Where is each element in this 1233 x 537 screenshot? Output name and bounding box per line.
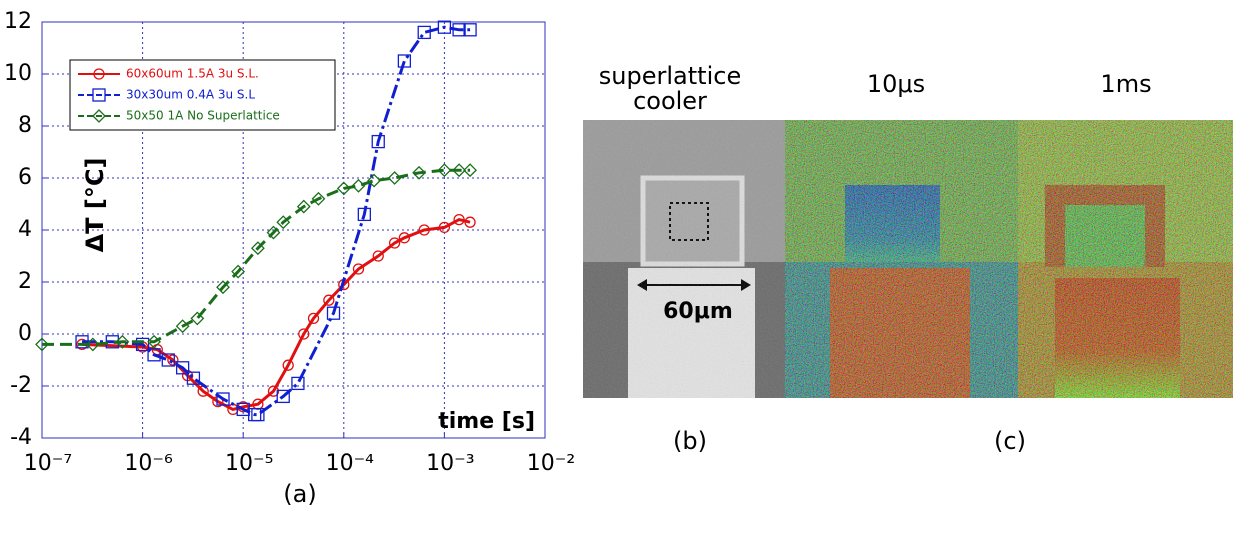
data-point: [251, 407, 265, 422]
legend-marker: [93, 68, 105, 80]
legend-label: 30x30um 0.4A 3u S.L: [126, 88, 255, 102]
data-point: [452, 23, 466, 37]
data-point: [437, 163, 452, 178]
panel-caption: (b): [673, 427, 707, 455]
chart-a: -4 -2 0 2 4 6 8 10 12 10⁻⁷ 10⁻⁶ 10⁻⁵ 10⁻⁴ 10⁻³ 10⁻² 60x…: [4, 9, 575, 508]
series-line: [42, 168, 471, 346]
chart-caption: (a): [283, 480, 316, 508]
data-point: [311, 191, 326, 206]
data-point: [135, 337, 150, 352]
data-point: [186, 371, 201, 385]
panel-c-10us-image: [785, 120, 1018, 398]
data-point: [464, 216, 476, 228]
data-point: [298, 328, 310, 340]
data-point: [296, 199, 311, 214]
data-point: [276, 215, 291, 230]
x-tick-label: 10⁻³: [426, 451, 474, 476]
data-point: [357, 207, 371, 222]
series-line: [81, 218, 471, 411]
x-tick-label: 10⁻⁶: [124, 451, 173, 476]
series-line: [82, 25, 471, 417]
data-point: [387, 171, 402, 185]
data-point: [231, 264, 246, 279]
y-tick-label: 8: [18, 113, 32, 138]
x-axis-label: time [s]: [438, 409, 535, 434]
data-point: [276, 389, 290, 404]
data-point: [418, 224, 430, 236]
data-point: [352, 263, 365, 275]
legend-label: 50x50 1A No Superlattice: [126, 109, 280, 123]
panel-c-1ms-image: [1018, 120, 1233, 398]
data-point: [85, 337, 100, 352]
data-point: [463, 23, 477, 37]
scale-label: 60μm: [663, 299, 733, 324]
y-tick-label: -2: [10, 373, 32, 398]
data-point: [323, 294, 335, 306]
x-tick-label: 10⁻⁵: [225, 451, 273, 476]
data-point: [161, 353, 175, 367]
panel-b-image: [583, 120, 785, 398]
data-point: [336, 181, 351, 196]
plot-frame: [41, 21, 546, 439]
data-point: [266, 225, 281, 240]
x-tick-label: 10⁻⁷: [24, 451, 72, 476]
panel-caption: (c): [994, 427, 1026, 455]
legend-marker: [92, 88, 106, 102]
data-point: [35, 337, 49, 352]
data-point: [115, 334, 130, 349]
data-point: [75, 335, 89, 349]
x-tick-label: 10⁻⁴: [326, 451, 375, 476]
data-point: [326, 306, 341, 320]
data-point: [147, 348, 161, 362]
y-tick-label: -4: [10, 425, 32, 450]
y-tick-label: 12: [4, 9, 32, 34]
data-point: [397, 54, 412, 68]
y-tick-label: 4: [18, 217, 32, 242]
y-axis-label: ΔT [°C]: [81, 158, 109, 253]
data-point: [307, 312, 320, 325]
data-point: [250, 241, 265, 256]
data-point: [388, 237, 401, 249]
data-point: [175, 361, 190, 375]
data-point: [267, 385, 280, 397]
data-point: [452, 163, 467, 178]
legend-marker: [92, 109, 106, 123]
data-point: [216, 392, 230, 406]
x-tick-label: 10⁻²: [527, 451, 575, 476]
data-point: [417, 25, 431, 40]
data-point: [371, 134, 385, 149]
data-point: [291, 376, 305, 391]
data-point: [351, 178, 366, 193]
data-point: [437, 20, 452, 34]
y-tick-label: 6: [18, 165, 32, 190]
data-point: [216, 280, 230, 295]
data-point: [412, 165, 426, 180]
data-point: [167, 354, 179, 366]
panel-c-title: 10μs: [867, 70, 925, 98]
legend-label: 60x60um 1.5A 3u S.L.: [126, 67, 259, 81]
panel-b-title: cooler: [633, 87, 707, 115]
y-tick-label: 2: [18, 269, 32, 294]
data-point: [398, 232, 411, 244]
data-point: [282, 359, 294, 371]
data-point: [147, 334, 161, 349]
panel-b-title: superlattice: [599, 62, 741, 90]
data-point: [372, 250, 384, 262]
y-tick-label: 10: [4, 61, 32, 86]
panel-c-title: 1ms: [1100, 70, 1151, 98]
data-point: [175, 319, 190, 334]
y-tick-label: 0: [18, 321, 32, 346]
data-point: [463, 163, 477, 178]
data-point: [453, 213, 465, 226]
data-point: [367, 173, 382, 188]
data-point: [190, 311, 205, 326]
data-point: [438, 221, 451, 234]
